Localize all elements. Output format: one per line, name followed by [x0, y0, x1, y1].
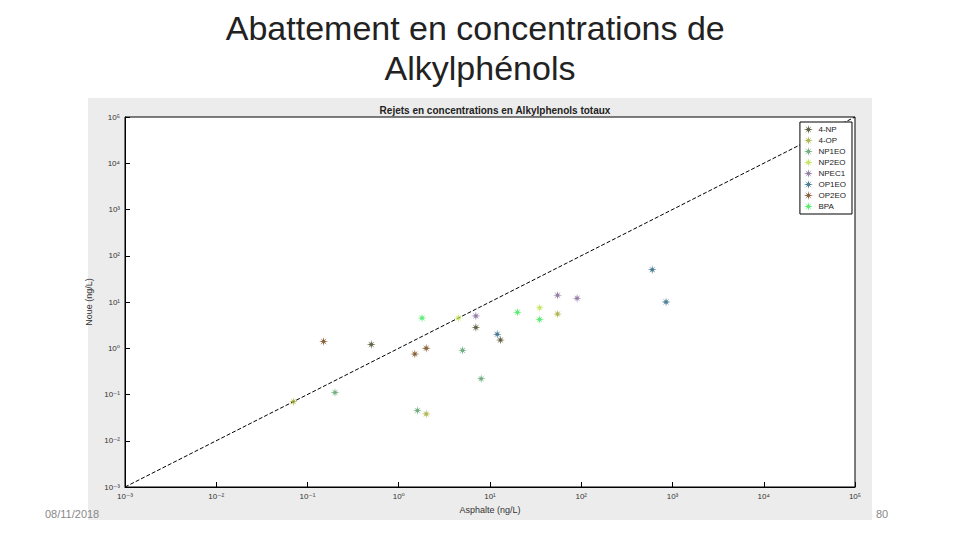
svg-text:Rejets en concentrations en Al: Rejets en concentrations en Alkylphenols…	[380, 105, 611, 116]
svg-text:Alkylphénols: Alkylphénols	[385, 49, 576, 87]
svg-text:10⁴: 10⁴	[108, 159, 121, 168]
svg-text:10⁵: 10⁵	[849, 492, 861, 501]
svg-text:10⁴: 10⁴	[758, 492, 771, 501]
svg-text:10²: 10²	[575, 492, 587, 501]
svg-text:NPEC1: NPEC1	[818, 169, 845, 178]
svg-text:80: 80	[876, 508, 888, 520]
svg-text:08/11/2018: 08/11/2018	[45, 508, 99, 520]
svg-text:4-NP: 4-NP	[818, 125, 836, 134]
svg-text:10²: 10²	[108, 251, 120, 260]
svg-text:10⁻²: 10⁻²	[208, 492, 224, 501]
svg-text:10⁻¹: 10⁻¹	[104, 390, 120, 399]
svg-text:Asphalte (ng/L): Asphalte (ng/L)	[459, 505, 520, 515]
svg-text:10¹: 10¹	[484, 492, 496, 501]
svg-text:10⁰: 10⁰	[393, 492, 405, 501]
svg-text:10¹: 10¹	[108, 298, 120, 307]
svg-text:10⁻³: 10⁻³	[104, 483, 120, 492]
svg-text:10³: 10³	[108, 205, 120, 214]
svg-text:10⁻³: 10⁻³	[117, 492, 133, 501]
svg-text:OP2EO: OP2EO	[818, 191, 846, 200]
svg-text:10⁰: 10⁰	[108, 344, 120, 353]
svg-text:BPA: BPA	[818, 202, 834, 211]
svg-text:4-OP: 4-OP	[818, 136, 837, 145]
svg-text:Noue (ng/L): Noue (ng/L)	[84, 278, 94, 326]
svg-text:NP1EO: NP1EO	[818, 147, 845, 156]
svg-text:10³: 10³	[667, 492, 679, 501]
svg-text:10⁵: 10⁵	[108, 113, 120, 122]
svg-text:NP2EO: NP2EO	[818, 158, 845, 167]
svg-text:Abattement en concentrations d: Abattement en concentrations de	[226, 9, 734, 47]
svg-text:OP1EO: OP1EO	[818, 180, 846, 189]
svg-text:10⁻²: 10⁻²	[104, 436, 120, 445]
svg-text:10⁻¹: 10⁻¹	[300, 492, 316, 501]
